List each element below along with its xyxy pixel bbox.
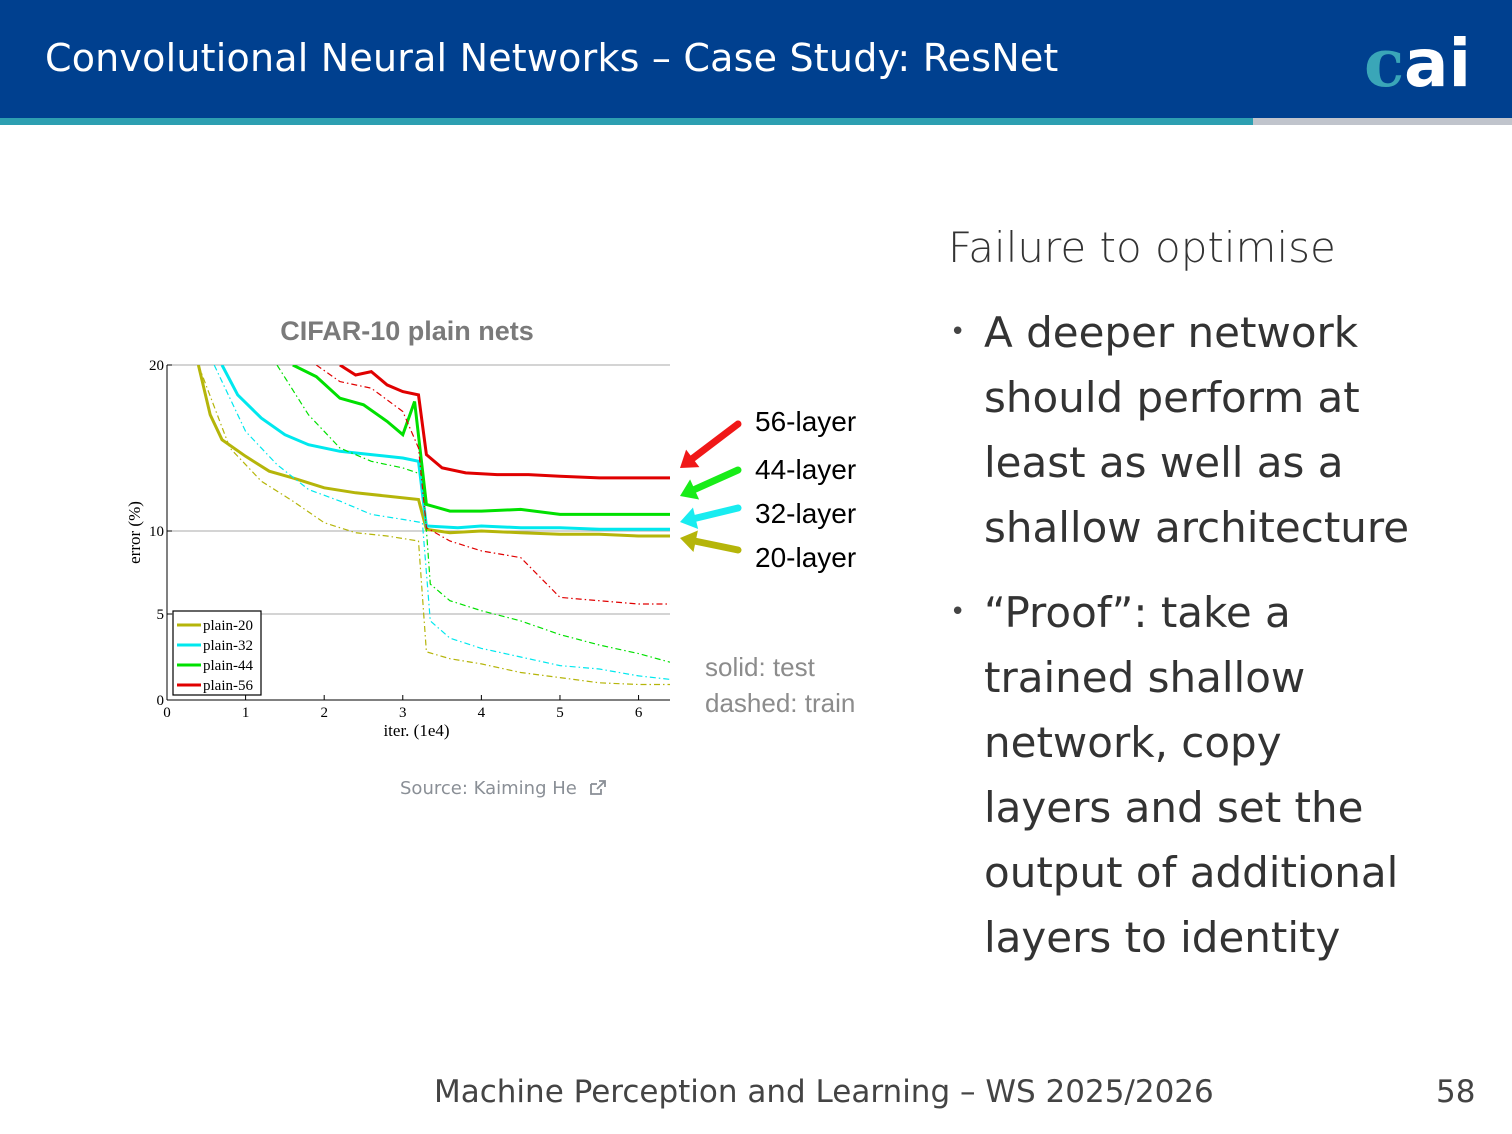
footer-course: Machine Perception and Learning – WS 202… xyxy=(434,1074,1214,1110)
series-plain-20-train xyxy=(197,365,670,686)
series-plain-20-test xyxy=(196,365,670,538)
arrow-shaft xyxy=(692,537,742,554)
logo-c: c xyxy=(1364,24,1404,100)
legend-label: plain-32 xyxy=(203,638,253,654)
arrow-shaft xyxy=(689,420,742,462)
bullet-text: A deeper network should perform at least… xyxy=(984,308,1410,552)
source-credit[interactable]: Source: Kaiming He xyxy=(400,778,607,799)
chart-axes: 0 5 10 20 0 1 2 3 4 5 6 iter. (1e4) error (%) xyxy=(125,358,670,740)
legend-label: plain-56 xyxy=(203,678,253,694)
x-tick-label: 1 xyxy=(242,705,250,721)
arrow-shaft xyxy=(692,504,742,522)
cifar-chart: CIFAR-10 plain nets 0 5 10 20 0 1 2 3 4 5 6 iter. (… xyxy=(125,316,856,740)
external-link-icon[interactable] xyxy=(589,780,607,796)
layer-arrows: 56-layer 44-layer 32-layer 20-layer xyxy=(680,406,856,573)
section-heading: Failure to optimise xyxy=(948,223,1336,272)
series-plain-56-train xyxy=(315,365,670,605)
series-plain-32-test xyxy=(220,365,670,531)
legend-label: plain-44 xyxy=(203,658,253,674)
cai-logo: c ai xyxy=(1364,24,1471,100)
layer-label: 20-layer xyxy=(755,542,856,573)
series-plain-44-test xyxy=(292,365,670,516)
page-number: 58 xyxy=(1436,1074,1476,1110)
y-tick-label: 5 xyxy=(157,607,165,623)
chart-title: CIFAR-10 plain nets xyxy=(280,316,534,346)
arrow-shaft xyxy=(691,466,742,493)
x-axis-label: iter. (1e4) xyxy=(383,721,449,740)
y-tick-label: 20 xyxy=(149,358,164,374)
y-axis-label: error (%) xyxy=(125,501,144,564)
arrow-head xyxy=(680,507,699,529)
x-tick-label: 0 xyxy=(163,705,171,721)
slide-title: Convolutional Neural Networks – Case Stu… xyxy=(45,36,1059,80)
y-tick-label: 0 xyxy=(157,693,165,709)
header-accent-line xyxy=(0,118,1253,125)
x-tick-label: 6 xyxy=(635,705,643,721)
arrow-head xyxy=(680,449,700,468)
bullet-text: “Proof”: take a trained shallow network,… xyxy=(984,588,1399,962)
arrow-head xyxy=(680,479,700,500)
bullet-item: • “Proof”: take a trained shallow networ… xyxy=(948,580,1418,970)
layer-label: 44-layer xyxy=(755,454,856,485)
bullet-item: • A deeper network should perform at lea… xyxy=(948,300,1418,560)
bullet-dot: • xyxy=(950,597,966,627)
layer-label: 32-layer xyxy=(755,498,856,529)
series-plain-56-test xyxy=(339,365,670,480)
layer-label: 56-layer xyxy=(755,406,856,437)
logo-ai: ai xyxy=(1404,25,1471,100)
series-plain-32-train xyxy=(213,365,670,680)
source-text[interactable]: Source: Kaiming He xyxy=(400,778,577,799)
x-tick-label: 5 xyxy=(556,705,564,721)
y-tick-label: 10 xyxy=(149,524,164,540)
note-solid: solid: test xyxy=(705,652,816,682)
x-tick-label: 4 xyxy=(478,705,486,721)
content-column: Failure to optimise • A deeper network s… xyxy=(948,222,1418,990)
bullet-dot: • xyxy=(950,317,966,347)
x-tick-label: 3 xyxy=(399,705,407,721)
x-tick-label: 2 xyxy=(320,705,328,721)
arrow-head xyxy=(680,530,698,553)
chart-legend: plain-20 plain-32 plain-44 plain-56 xyxy=(172,610,262,696)
header-accent-line-grey xyxy=(1253,118,1512,125)
note-dashed: dashed: train xyxy=(705,688,855,718)
series-plain-44-train xyxy=(276,365,670,663)
legend-label: plain-20 xyxy=(203,618,253,634)
chart-series xyxy=(196,365,670,686)
header-bar: Convolutional Neural Networks – Case Stu… xyxy=(0,0,1512,118)
